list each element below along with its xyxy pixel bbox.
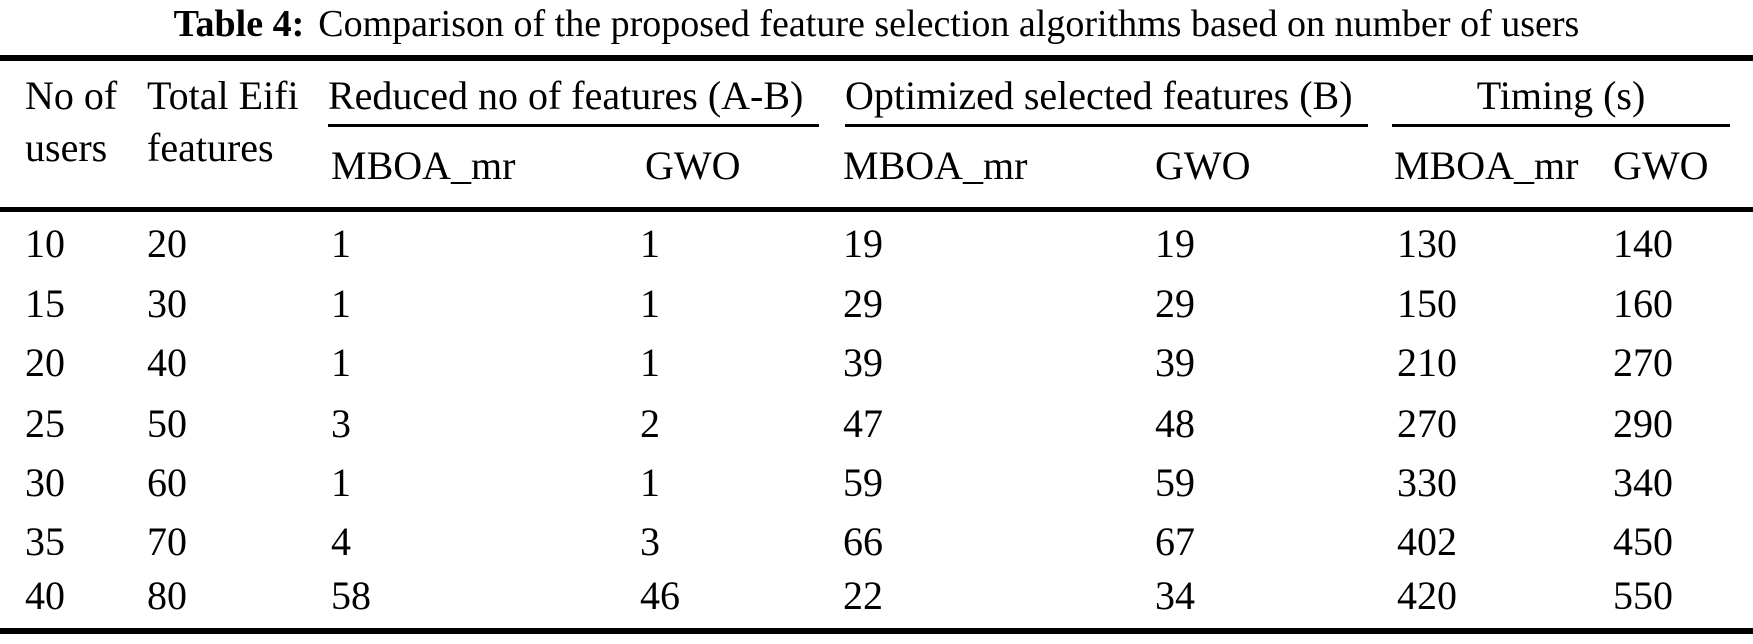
- bottom-rule: [0, 628, 1753, 634]
- table-row: 20 40 1 1 39 39 210 270: [0, 340, 1753, 385]
- cell-reduced-mboa: 58: [331, 573, 371, 618]
- cell-optimized-gwo: 67: [1155, 519, 1195, 564]
- cell-timing-mboa: 330: [1397, 460, 1457, 505]
- cell-reduced-gwo: 1: [640, 281, 660, 326]
- header-no-of-users-line1: No of: [25, 73, 118, 118]
- cell-timing-gwo: 160: [1613, 281, 1673, 326]
- cell-reduced-gwo: 46: [640, 573, 680, 618]
- cell-users: 20: [25, 340, 65, 385]
- cell-total-features: 60: [147, 460, 187, 505]
- subheader-reduced-mboa-mr: MBOA_mr: [331, 143, 516, 188]
- subheader-timing-mboa-mr: MBOA_mr: [1394, 143, 1579, 188]
- cell-optimized-gwo: 39: [1155, 340, 1195, 385]
- cell-optimized-mboa: 39: [843, 340, 883, 385]
- table-caption: Table 4: Comparison of the proposed featu…: [0, 2, 1753, 46]
- cell-users: 30: [25, 460, 65, 505]
- group-underline-timing: [1392, 124, 1730, 127]
- group-header-reduced-features: Reduced no of features (A-B): [328, 73, 804, 118]
- cell-total-features: 50: [147, 401, 187, 446]
- cell-users: 40: [25, 573, 65, 618]
- cell-timing-gwo: 450: [1613, 519, 1673, 564]
- cell-optimized-mboa: 22: [843, 573, 883, 618]
- group-header-timing: Timing (s): [1476, 73, 1646, 118]
- table-row: 40 80 58 46 22 34 420 550: [0, 573, 1753, 618]
- cell-reduced-mboa: 1: [331, 281, 351, 326]
- cell-optimized-mboa: 19: [843, 221, 883, 266]
- cell-optimized-mboa: 47: [843, 401, 883, 446]
- group-header-optimized-features: Optimized selected features (B): [845, 73, 1353, 118]
- cell-total-features: 20: [147, 221, 187, 266]
- cell-total-features: 30: [147, 281, 187, 326]
- cell-optimized-mboa: 66: [843, 519, 883, 564]
- cell-total-features: 80: [147, 573, 187, 618]
- subheader-reduced-gwo: GWO: [645, 143, 741, 188]
- cell-timing-mboa: 420: [1397, 573, 1457, 618]
- cell-optimized-mboa: 59: [843, 460, 883, 505]
- group-underline-optimized: [845, 124, 1368, 127]
- cell-optimized-gwo: 29: [1155, 281, 1195, 326]
- group-underline-reduced: [328, 124, 819, 127]
- cell-optimized-mboa: 29: [843, 281, 883, 326]
- subheader-optimized-gwo: GWO: [1155, 143, 1251, 188]
- cell-users: 10: [25, 221, 65, 266]
- cell-optimized-gwo: 19: [1155, 221, 1195, 266]
- cell-timing-gwo: 550: [1613, 573, 1673, 618]
- header-rule: [0, 207, 1753, 212]
- cell-timing-mboa: 130: [1397, 221, 1457, 266]
- cell-reduced-mboa: 4: [331, 519, 351, 564]
- cell-reduced-gwo: 3: [640, 519, 660, 564]
- cell-reduced-gwo: 1: [640, 340, 660, 385]
- cell-timing-gwo: 140: [1613, 221, 1673, 266]
- header-total-eifi-line1: Total Eifi: [147, 73, 299, 118]
- cell-reduced-gwo: 1: [640, 221, 660, 266]
- cell-optimized-gwo: 34: [1155, 573, 1195, 618]
- header-no-of-users-line2: users: [25, 125, 108, 170]
- cell-users: 25: [25, 401, 65, 446]
- cell-timing-mboa: 402: [1397, 519, 1457, 564]
- cell-optimized-gwo: 48: [1155, 401, 1195, 446]
- cell-optimized-gwo: 59: [1155, 460, 1195, 505]
- cell-timing-mboa: 210: [1397, 340, 1457, 385]
- table-row: 35 70 4 3 66 67 402 450: [0, 519, 1753, 564]
- table-caption-text: Comparison of the proposed feature selec…: [318, 3, 1580, 45]
- table-row: 30 60 1 1 59 59 330 340: [0, 460, 1753, 505]
- cell-timing-gwo: 340: [1613, 460, 1673, 505]
- cell-total-features: 70: [147, 519, 187, 564]
- table-caption-label: Table 4:: [173, 3, 305, 45]
- subheader-optimized-mboa-mr: MBOA_mr: [843, 143, 1028, 188]
- cell-reduced-gwo: 1: [640, 460, 660, 505]
- cell-reduced-mboa: 1: [331, 460, 351, 505]
- cell-total-features: 40: [147, 340, 187, 385]
- cell-users: 15: [25, 281, 65, 326]
- cell-reduced-mboa: 1: [331, 340, 351, 385]
- cell-reduced-gwo: 2: [640, 401, 660, 446]
- top-rule: [0, 55, 1753, 61]
- cell-users: 35: [25, 519, 65, 564]
- cell-reduced-mboa: 1: [331, 221, 351, 266]
- subheader-timing-gwo: GWO: [1613, 143, 1709, 188]
- cell-reduced-mboa: 3: [331, 401, 351, 446]
- cell-timing-mboa: 270: [1397, 401, 1457, 446]
- header-total-eifi-line2: features: [147, 125, 274, 170]
- table-row: 10 20 1 1 19 19 130 140: [0, 221, 1753, 266]
- cell-timing-gwo: 290: [1613, 401, 1673, 446]
- cell-timing-mboa: 150: [1397, 281, 1457, 326]
- table-row: 25 50 3 2 47 48 270 290: [0, 401, 1753, 446]
- cell-timing-gwo: 270: [1613, 340, 1673, 385]
- table-row: 15 30 1 1 29 29 150 160: [0, 281, 1753, 326]
